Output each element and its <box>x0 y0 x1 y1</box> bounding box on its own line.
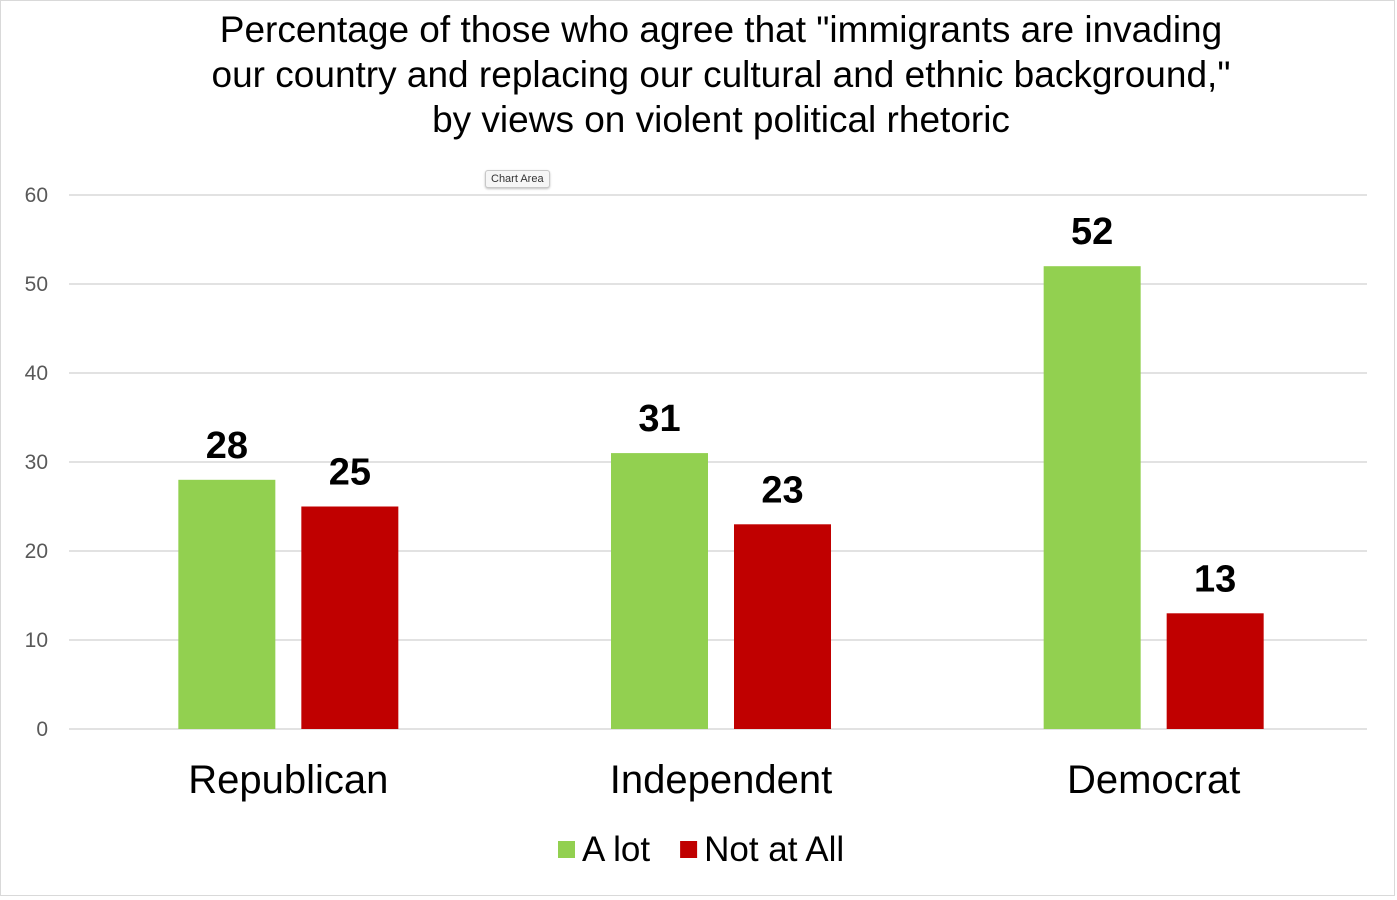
legend-label: A lot <box>582 830 650 869</box>
x-category-label: Democrat <box>1067 758 1240 802</box>
y-tick-label: 60 <box>25 184 48 207</box>
y-tick-label: 0 <box>36 718 48 741</box>
legend-label: Not at All <box>704 830 844 869</box>
x-category-label: Independent <box>610 758 832 802</box>
y-tick-label: 30 <box>25 451 48 474</box>
bar-a-lot-democrat <box>1043 266 1141 729</box>
data-label: 13 <box>1194 558 1236 600</box>
x-category-label: Republican <box>188 758 388 802</box>
y-tick-label: 20 <box>25 540 48 563</box>
bar-not-at-all-independent <box>734 524 831 729</box>
y-tick-label: 50 <box>25 273 48 296</box>
data-label: 23 <box>761 469 803 511</box>
bar-a-lot-independent <box>611 453 708 729</box>
y-tick-label: 40 <box>25 362 48 385</box>
y-tick-label: 10 <box>25 629 48 652</box>
legend-swatch-not-at-all <box>680 841 698 858</box>
chart-area-tooltip: Chart Area <box>485 170 550 188</box>
data-label: 25 <box>329 452 371 494</box>
data-label: 28 <box>206 425 248 467</box>
data-label: 52 <box>1071 211 1113 253</box>
chart-title: Percentage of those who agree that "immi… <box>211 9 1231 140</box>
data-label: 31 <box>638 398 680 440</box>
legend-swatch-a-lot <box>558 841 575 858</box>
bar-a-lot-republican <box>178 479 276 729</box>
bar-not-at-all-democrat <box>1166 613 1264 729</box>
bar-not-at-all-republican <box>301 506 399 729</box>
